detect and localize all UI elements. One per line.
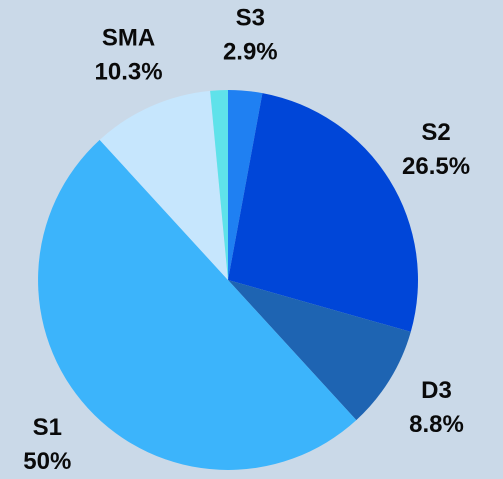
slice-label: D3 xyxy=(421,377,452,404)
pie-slice xyxy=(210,90,228,280)
slice-value-label: 10.3% xyxy=(95,58,163,85)
pie-slice xyxy=(228,90,263,280)
slice-value-label: 26.5% xyxy=(402,153,470,180)
slice-label: S1 xyxy=(33,414,62,441)
slice-value-label: 8.8% xyxy=(409,411,464,438)
slice-label: S3 xyxy=(236,4,265,31)
pie-slice xyxy=(228,280,411,421)
slice-value-label: 2.9% xyxy=(223,38,278,65)
slice-label: SMA xyxy=(102,24,155,51)
pie-slice xyxy=(228,93,418,332)
slice-value-label: 50% xyxy=(23,448,71,475)
slice-label: S2 xyxy=(421,119,450,146)
pie-slice xyxy=(99,90,228,280)
pie-slice xyxy=(38,139,357,470)
